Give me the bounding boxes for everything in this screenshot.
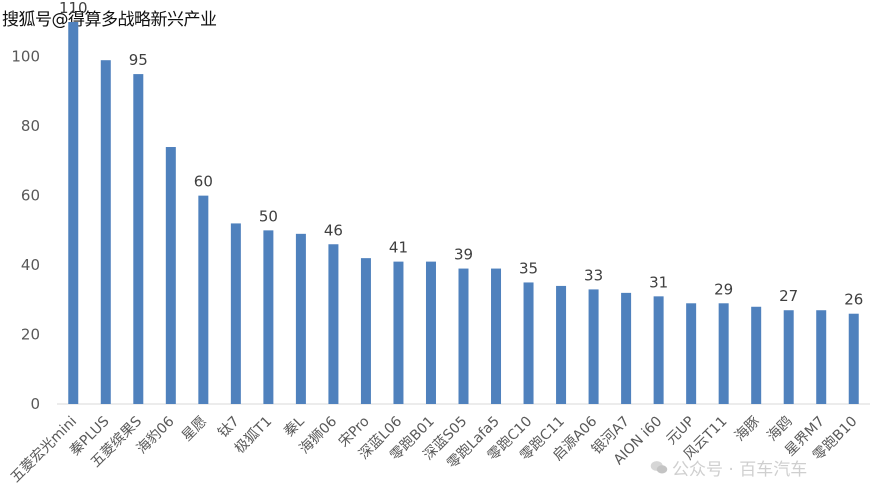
- data-label: 95: [129, 51, 148, 69]
- data-label: 39: [454, 246, 473, 264]
- bar: [68, 22, 79, 404]
- bar: [588, 289, 599, 404]
- bar: [458, 268, 469, 404]
- bar: [165, 147, 176, 404]
- bar: [621, 292, 632, 404]
- bar: [523, 282, 534, 404]
- bar: [295, 233, 306, 404]
- platform-watermark-text: 公众号 · 百车汽车: [672, 460, 808, 480]
- x-tick-label: 钛7: [215, 414, 243, 442]
- bar: [556, 285, 567, 404]
- platform-watermark: 公众号 · 百车汽车: [650, 455, 807, 480]
- bar: [425, 261, 436, 404]
- bar: [263, 230, 274, 404]
- bar: [783, 310, 794, 404]
- data-label: 27: [779, 287, 798, 305]
- bar: [198, 195, 209, 404]
- bar: [751, 306, 762, 404]
- source-watermark: 搜狐号@得算多战略新兴产业: [2, 10, 217, 30]
- x-tick-label: 秦L: [281, 413, 308, 440]
- data-label: 46: [324, 221, 343, 239]
- bar: [328, 244, 339, 404]
- bar: [230, 223, 241, 404]
- data-label: 31: [649, 273, 668, 291]
- data-label: 26: [844, 291, 863, 309]
- bar: [360, 258, 371, 404]
- x-tick-label: 极狐T1: [232, 414, 275, 457]
- bar: [816, 310, 827, 404]
- data-label: 35: [519, 259, 538, 277]
- data-label: 50: [259, 207, 278, 225]
- bar: [100, 60, 111, 404]
- y-tick-label: 40: [21, 256, 40, 274]
- data-label: 110: [59, 0, 88, 17]
- x-tick-label: 海豹06: [134, 413, 178, 457]
- data-label: 29: [714, 280, 733, 298]
- y-tick-label: 80: [21, 117, 40, 135]
- data-label: 33: [584, 266, 603, 284]
- x-tick-label: 海豚: [732, 414, 763, 445]
- y-tick-label: 20: [21, 326, 40, 344]
- y-tick-label: 60: [21, 187, 40, 205]
- wechat-icon: [650, 461, 668, 474]
- bar: [491, 268, 502, 404]
- data-label: 41: [389, 239, 408, 257]
- y-tick-label: 0: [30, 395, 40, 413]
- bar: [653, 296, 664, 404]
- data-label: 60: [194, 173, 213, 191]
- bar: [718, 303, 729, 404]
- bar: [686, 303, 697, 404]
- y-tick-label: 100: [11, 48, 40, 66]
- x-tick-label: 海狮06: [297, 413, 341, 457]
- bar: [133, 74, 144, 404]
- x-tick-label: 星愿: [179, 414, 210, 445]
- bar: [393, 261, 404, 404]
- bar: [848, 313, 859, 404]
